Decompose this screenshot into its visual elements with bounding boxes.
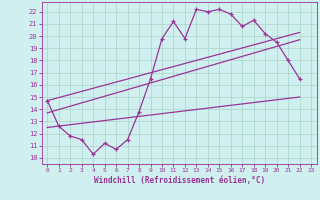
X-axis label: Windchill (Refroidissement éolien,°C): Windchill (Refroidissement éolien,°C) bbox=[94, 176, 265, 185]
